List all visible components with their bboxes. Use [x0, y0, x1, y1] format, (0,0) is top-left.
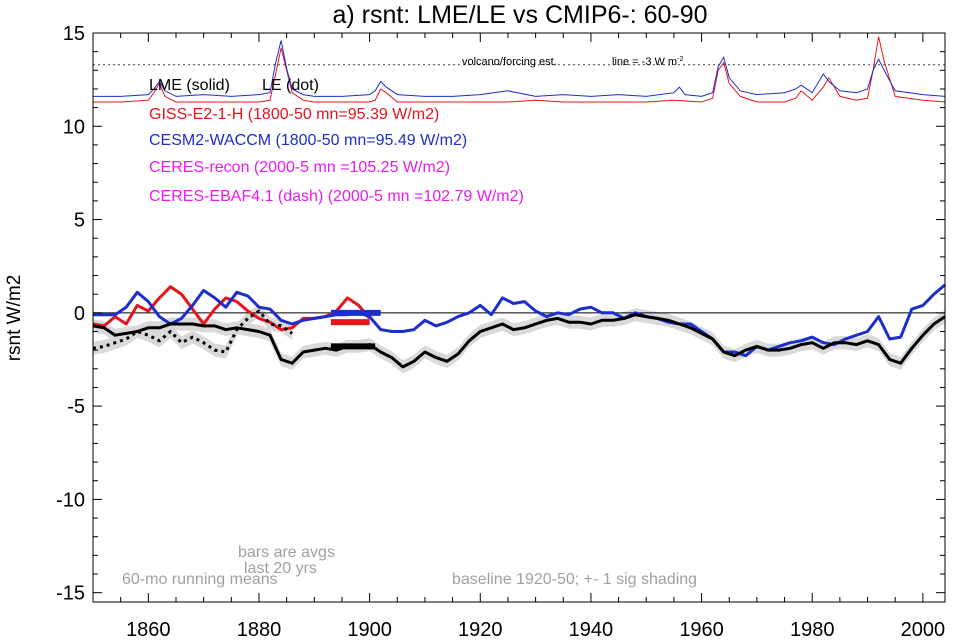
plot-frame — [92, 32, 946, 603]
y-tick-label: -5 — [67, 396, 85, 418]
y-axis-label: rsnt W/m2 — [4, 275, 25, 362]
annotation-volcano: volcano/forcing est. — [462, 56, 557, 68]
legend-header-lme: LME (solid) — [149, 77, 230, 94]
annotation-running-means: 60-mo running means — [122, 571, 278, 588]
annotation-bars-2: last 20 yrs — [244, 560, 317, 577]
shade-band — [93, 308, 945, 374]
x-tick-label: 1900 — [347, 619, 392, 641]
x-tick-label: 1920 — [458, 619, 503, 641]
x-tick-label: 1860 — [126, 619, 171, 641]
legend-entry: GISS-E2-1-H (1800-50 mn=95.39 W/m2) — [149, 106, 439, 123]
forcing-lines — [93, 36, 946, 103]
annotation-baseline: baseline 1920-50; +- 1 sig shading — [452, 571, 697, 588]
y-tick-label: 10 — [63, 116, 85, 138]
annotation-line-note: line = -3 W m-2 — [612, 56, 683, 68]
legend: LME (solid) LE (dot) GISS-E2-1-H (1800-5… — [149, 77, 524, 205]
x-tick-label: 1940 — [569, 619, 614, 641]
y-tick-label: -10 — [56, 489, 85, 511]
x-tick-label: 1880 — [237, 619, 282, 641]
data-series — [92, 283, 946, 369]
x-tick-label: 1960 — [679, 619, 724, 641]
y-tick-label: 0 — [74, 303, 85, 325]
x-tick-label: 2000 — [901, 619, 946, 641]
shade-band — [93, 304, 293, 359]
forcing-line-cesm2-waccm — [93, 40, 946, 97]
chart-title: a) rsnt: LME/LE vs CMIP6-: 60-90 — [332, 1, 707, 29]
legend-entry: CESM2-WACCM (1800-50 mn=95.49 W/m2) — [149, 132, 467, 149]
x-tick-label: 1980 — [790, 619, 835, 641]
legend-entry: CERES-EBAF4.1 (dash) (2000-5 mn =102.79 … — [149, 188, 524, 205]
y-tick-label: 15 — [63, 23, 85, 45]
y-tick-label: 5 — [74, 210, 85, 232]
series-line-le — [92, 309, 294, 354]
legend-entry: CERES-recon (2000-5 mn =105.25 W/m2) — [149, 159, 450, 176]
series-line-cesm2-waccm — [93, 283, 946, 358]
legend-header-le: LE (dot) — [262, 77, 319, 94]
avg-bars — [330, 309, 381, 350]
forcing-line-giss-e2-1-h — [93, 36, 946, 103]
y-tick-label: -15 — [56, 583, 85, 605]
sigma-shading-band — [93, 304, 945, 374]
annotation-bars-1: bars are avgs — [238, 544, 335, 561]
series-line-lme — [92, 313, 946, 369]
axes: -15 -10 -5 0 5 10 15 1860 1880 1900 1920 1940 1960 19… — [56, 23, 945, 641]
